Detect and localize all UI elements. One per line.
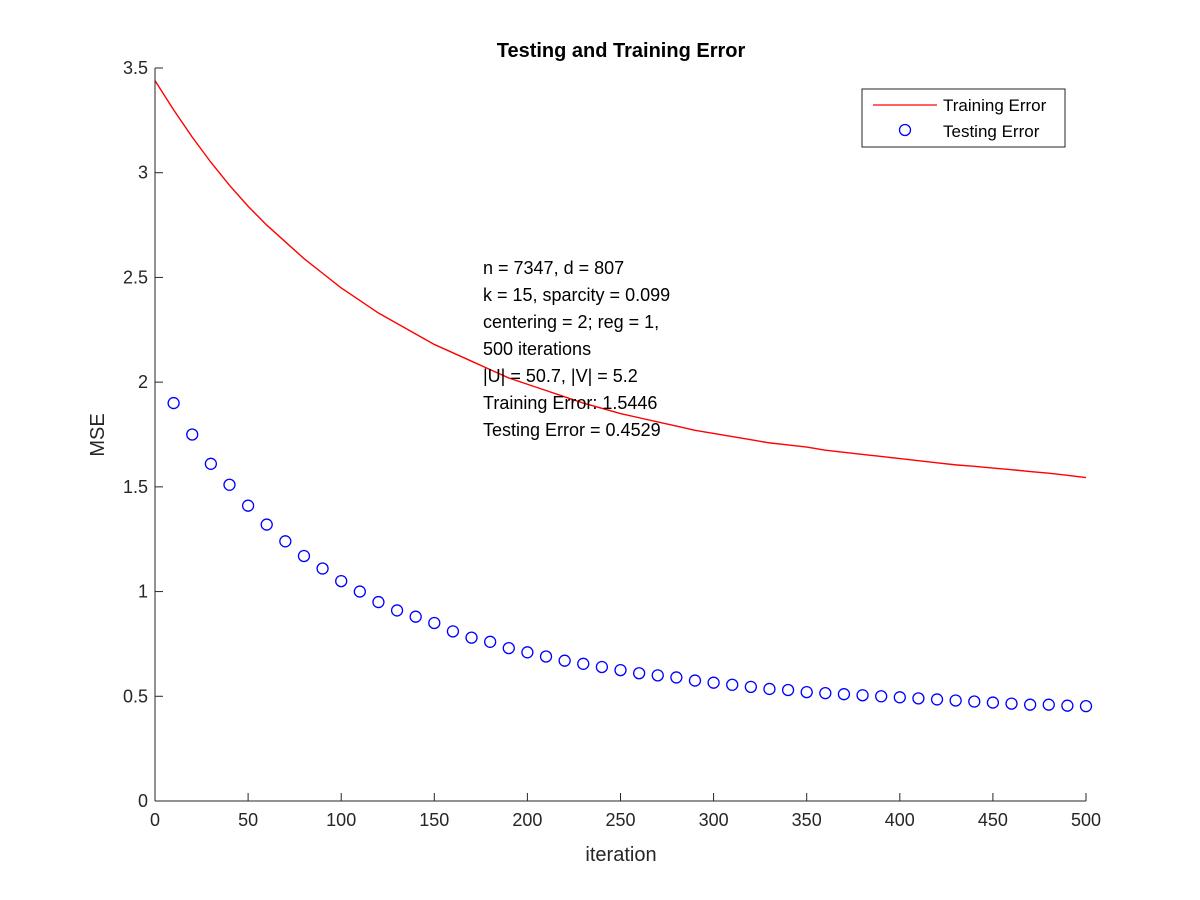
testing-error-point: [781, 683, 795, 697]
annotation-line-6: Training Error: 1.5446: [483, 393, 657, 413]
testing-error-point: [1079, 699, 1093, 713]
legend-testing-label: Testing Error: [943, 122, 1040, 141]
testing-error-point: [595, 660, 609, 674]
testing-error-point: [1023, 698, 1037, 711]
x-tick-label: 50: [238, 810, 258, 830]
x-tick-label: 400: [885, 810, 915, 830]
testing-error-point: [632, 667, 646, 680]
testing-error-point: [1061, 699, 1074, 712]
annotation-line-7: Testing Error = 0.4529: [483, 420, 661, 440]
chart-title: Testing and Training Error: [497, 40, 746, 62]
testing-error-point: [726, 678, 739, 691]
testing-error-point: [335, 574, 348, 588]
testing-error-point: [409, 610, 422, 623]
testing-error-point: [837, 688, 851, 701]
testing-error-point: [539, 650, 553, 663]
testing-error-point: [763, 682, 776, 696]
y-axis-label: MSE: [87, 413, 109, 456]
y-ticks: 0 0.5 1 1.5 2 2.5 3 3.5: [123, 58, 163, 811]
testing-error-point: [893, 691, 906, 704]
testing-error-point: [986, 696, 1000, 709]
plot-area: [155, 68, 1086, 801]
y-tick-label: 2: [138, 372, 148, 392]
testing-error-point: [204, 457, 218, 470]
testing-error-point: [651, 669, 664, 682]
testing-error-point: [875, 690, 888, 703]
testing-error-point: [521, 646, 534, 659]
annotation-line-4: 500 iterations: [483, 339, 591, 359]
x-axis-label: iteration: [585, 844, 656, 866]
testing-error-point: [316, 562, 329, 575]
testing-error-point: [502, 641, 515, 655]
testing-error-point: [223, 478, 236, 491]
testing-error-point: [688, 674, 702, 687]
testing-error-point: [577, 657, 590, 670]
testing-error-point: [968, 695, 981, 708]
y-tick-label: 3.5: [123, 58, 148, 78]
y-tick-label: 3: [138, 163, 148, 183]
x-tick-label: 0: [150, 810, 160, 830]
legend: Training Error Testing Error: [861, 88, 1066, 148]
annotation-line-2: k = 15, sparcity = 0.099: [483, 285, 670, 305]
testing-error-point: [930, 693, 944, 706]
testing-error-point: [260, 518, 273, 531]
testing-error-point: [949, 694, 962, 707]
y-tick-label: 0: [138, 791, 148, 811]
testing-error-point: [819, 686, 832, 700]
testing-error-point: [372, 595, 385, 609]
testing-error-point: [707, 676, 720, 689]
x-tick-label: 300: [699, 810, 729, 830]
testing-error-point: [1042, 698, 1055, 711]
testing-error-point: [428, 616, 441, 630]
x-tick-label: 450: [978, 810, 1008, 830]
testing-error-point: [484, 635, 497, 648]
x-tick-label: 250: [605, 810, 635, 830]
testing-error-point: [670, 671, 683, 684]
annotation-line-3: centering = 2; reg = 1,: [483, 312, 659, 332]
x-tick-label: 200: [512, 810, 542, 830]
testing-error-point: [167, 396, 180, 410]
testing-error-point: [912, 692, 925, 705]
testing-error-point: [614, 663, 627, 677]
x-tick-label: 100: [326, 810, 356, 830]
testing-error-point: [856, 689, 869, 702]
y-tick-label: 1: [138, 582, 148, 602]
annotation-line-1: n = 7347, d = 807: [483, 258, 624, 278]
testing-error-point: [297, 549, 311, 563]
testing-error-point: [558, 654, 571, 667]
testing-error-point: [446, 625, 460, 638]
testing-error-point: [465, 631, 478, 644]
annotation-textbox: n = 7347, d = 807 k = 15, sparcity = 0.0…: [483, 258, 670, 440]
x-ticks: 0 50 100 150 200 250 300 350 400 450 500: [150, 793, 1101, 830]
testing-error-point: [241, 499, 255, 512]
testing-error-point: [279, 535, 292, 548]
x-tick-label: 150: [419, 810, 449, 830]
testing-error-point: [186, 428, 199, 441]
testing-error-point: [353, 585, 366, 598]
testing-error-point: [1005, 697, 1018, 710]
y-tick-label: 0.5: [123, 686, 148, 706]
testing-error-point: [800, 685, 813, 699]
x-tick-label: 350: [792, 810, 822, 830]
training-error-line: [154, 80, 1087, 479]
testing-error-point: [744, 680, 757, 694]
annotation-line-5: |U| = 50.7, |V| = 5.2: [483, 366, 638, 386]
legend-testing-marker: [898, 123, 912, 137]
y-tick-label: 2.5: [123, 267, 148, 287]
legend-training-label: Training Error: [943, 96, 1047, 115]
series-layer: [154, 80, 1093, 713]
y-tick-label: 1.5: [123, 477, 148, 497]
testing-error-point: [390, 604, 404, 617]
legend-box: [861, 88, 1066, 148]
x-tick-label: 500: [1071, 810, 1101, 830]
